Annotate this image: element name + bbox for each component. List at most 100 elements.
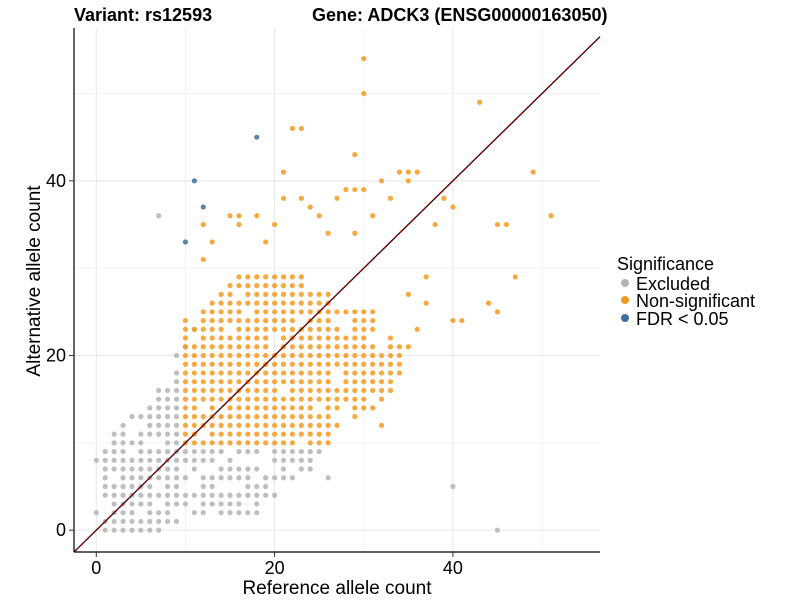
point-non-significant — [405, 344, 411, 350]
point-excluded — [218, 475, 224, 481]
point-non-significant — [271, 274, 278, 280]
point-non-significant — [352, 326, 358, 332]
point-non-significant — [218, 414, 224, 420]
point-excluded — [102, 527, 108, 533]
point-non-significant — [361, 405, 367, 411]
point-excluded — [200, 483, 206, 490]
point-non-significant — [236, 300, 242, 306]
point-non-significant — [361, 352, 367, 359]
point-non-significant — [334, 195, 340, 201]
point-excluded — [120, 475, 126, 481]
point-non-significant — [316, 361, 322, 367]
point-non-significant — [334, 344, 340, 350]
point-non-significant — [352, 405, 358, 411]
point-non-significant — [503, 221, 509, 228]
point-excluded — [263, 492, 269, 498]
point-excluded — [156, 492, 162, 498]
point-excluded — [209, 448, 215, 455]
point-non-significant — [316, 335, 322, 341]
point-non-significant — [370, 361, 376, 367]
point-non-significant — [370, 405, 376, 411]
point-non-significant — [254, 344, 260, 350]
point-excluded — [156, 396, 162, 402]
point-non-significant — [289, 283, 296, 289]
point-non-significant — [182, 317, 189, 324]
point-non-significant — [298, 300, 304, 306]
point-non-significant — [325, 405, 331, 411]
point-non-significant — [361, 317, 367, 324]
point-non-significant — [200, 352, 206, 359]
point-non-significant — [263, 309, 269, 315]
point-non-significant — [236, 274, 242, 280]
point-non-significant — [307, 387, 313, 394]
point-non-significant — [191, 361, 197, 367]
legend: Significance Excluded Non-significant FD… — [617, 254, 755, 329]
point-non-significant — [271, 431, 278, 437]
legend-marker-excluded — [621, 279, 629, 287]
point-excluded — [165, 440, 171, 446]
point-excluded — [245, 466, 251, 472]
point-non-significant — [227, 317, 233, 324]
point-non-significant — [182, 422, 189, 428]
point-excluded — [173, 457, 180, 463]
point-non-significant — [254, 405, 260, 411]
legend-label-fdr: FDR < 0.05 — [636, 309, 729, 329]
point-non-significant — [191, 352, 197, 359]
point-non-significant — [378, 361, 385, 367]
point-non-significant — [370, 309, 376, 315]
point-non-significant — [280, 274, 287, 280]
point-excluded — [200, 501, 206, 507]
y-axis-title: Alternative allele count — [24, 185, 45, 377]
point-non-significant — [182, 431, 189, 437]
point-excluded — [209, 483, 215, 490]
point-non-significant — [200, 335, 206, 341]
point-non-significant — [405, 291, 411, 297]
point-non-significant — [361, 370, 367, 376]
point-excluded — [182, 492, 189, 498]
point-non-significant — [209, 370, 215, 376]
point-fdr — [254, 134, 260, 140]
point-non-significant — [209, 239, 215, 245]
point-non-significant — [316, 396, 322, 402]
point-non-significant — [307, 361, 313, 367]
point-non-significant — [182, 405, 189, 411]
point-excluded — [120, 448, 126, 455]
point-excluded — [93, 510, 99, 516]
point-excluded — [209, 475, 215, 481]
point-excluded — [156, 518, 162, 525]
point-non-significant — [450, 204, 456, 210]
point-non-significant — [316, 352, 322, 359]
point-non-significant — [352, 317, 358, 324]
point-non-significant — [263, 326, 269, 332]
point-non-significant — [218, 379, 224, 385]
point-non-significant — [307, 309, 313, 315]
point-non-significant — [441, 195, 447, 201]
point-excluded — [280, 475, 287, 481]
point-non-significant — [182, 352, 189, 359]
point-non-significant — [209, 422, 215, 428]
point-non-significant — [227, 300, 233, 306]
point-excluded — [254, 510, 260, 516]
point-non-significant — [200, 370, 206, 376]
point-excluded — [173, 379, 180, 385]
point-excluded — [191, 510, 197, 516]
point-non-significant — [227, 431, 233, 437]
point-non-significant — [182, 344, 189, 350]
point-excluded — [156, 405, 162, 411]
point-non-significant — [271, 387, 278, 394]
point-excluded — [120, 483, 126, 490]
point-non-significant — [227, 291, 233, 297]
point-non-significant — [352, 414, 358, 420]
point-non-significant — [227, 213, 233, 219]
point-non-significant — [182, 414, 189, 420]
point-non-significant — [334, 396, 340, 402]
point-non-significant — [191, 379, 197, 385]
point-non-significant — [378, 387, 385, 394]
point-non-significant — [209, 326, 215, 332]
point-non-significant — [245, 440, 251, 446]
point-excluded — [298, 448, 304, 455]
point-non-significant — [316, 317, 322, 324]
point-non-significant — [289, 387, 296, 394]
point-non-significant — [325, 370, 331, 376]
point-excluded — [236, 448, 242, 455]
